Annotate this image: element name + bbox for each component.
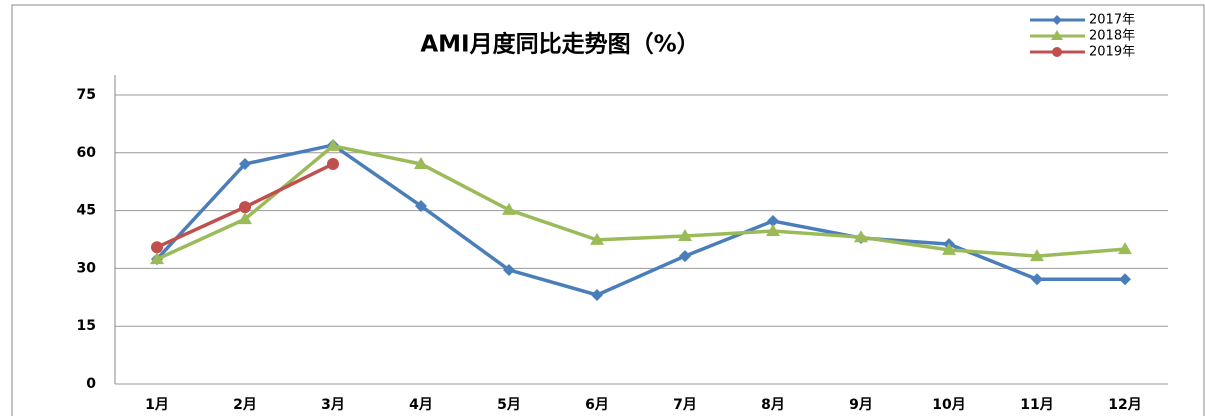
series-line bbox=[156, 143, 1126, 261]
legend-label: 2019年 bbox=[1089, 45, 1135, 60]
x-tick-label: 3月 bbox=[321, 397, 345, 413]
marker bbox=[414, 156, 428, 169]
marker bbox=[679, 250, 691, 263]
x-tick-label: 9月 bbox=[849, 397, 873, 413]
marker bbox=[238, 212, 252, 225]
marker bbox=[326, 138, 340, 151]
y-tick-label: 0 bbox=[86, 376, 96, 392]
chart-title: AMI月度同比走势图（%） bbox=[420, 31, 699, 58]
legend-marker bbox=[1052, 47, 1062, 57]
marker bbox=[590, 232, 604, 245]
marker bbox=[678, 229, 692, 242]
marker bbox=[591, 288, 603, 301]
x-tick-label: 11月 bbox=[1020, 397, 1053, 413]
marker bbox=[502, 202, 516, 215]
x-tick-label: 7月 bbox=[673, 397, 697, 413]
y-tick-label: 60 bbox=[77, 145, 97, 161]
marker bbox=[239, 201, 251, 214]
marker bbox=[1030, 249, 1044, 262]
marker bbox=[1119, 273, 1131, 286]
marker bbox=[1031, 273, 1043, 286]
marker bbox=[150, 252, 164, 265]
marker bbox=[767, 215, 779, 228]
marker bbox=[942, 242, 956, 255]
marker bbox=[854, 230, 868, 243]
y-tick-label: 15 bbox=[77, 318, 96, 334]
y-tick-label: 30 bbox=[77, 260, 97, 276]
legend-marker bbox=[1051, 30, 1063, 40]
marker bbox=[503, 263, 515, 276]
legend-marker bbox=[1052, 15, 1062, 25]
x-tick-label: 12月 bbox=[1108, 397, 1141, 413]
x-tick-label: 2月 bbox=[233, 397, 257, 413]
y-tick-label: 75 bbox=[77, 87, 96, 103]
x-tick-label: 5月 bbox=[497, 397, 521, 413]
y-tick-label: 45 bbox=[77, 203, 96, 219]
marker bbox=[151, 241, 163, 254]
x-tick-label: 6月 bbox=[585, 397, 609, 413]
marker bbox=[327, 157, 339, 170]
marker bbox=[766, 224, 780, 237]
x-tick-label: 8月 bbox=[761, 397, 785, 413]
marker bbox=[415, 199, 427, 212]
legend-label: 2017年 bbox=[1089, 13, 1135, 28]
marker bbox=[1118, 242, 1132, 255]
x-tick-label: 1月 bbox=[145, 397, 169, 413]
x-tick-label: 10月 bbox=[932, 397, 965, 413]
x-tick-label: 4月 bbox=[409, 397, 433, 413]
legend-label: 2018年 bbox=[1089, 29, 1135, 44]
marker bbox=[239, 157, 251, 170]
